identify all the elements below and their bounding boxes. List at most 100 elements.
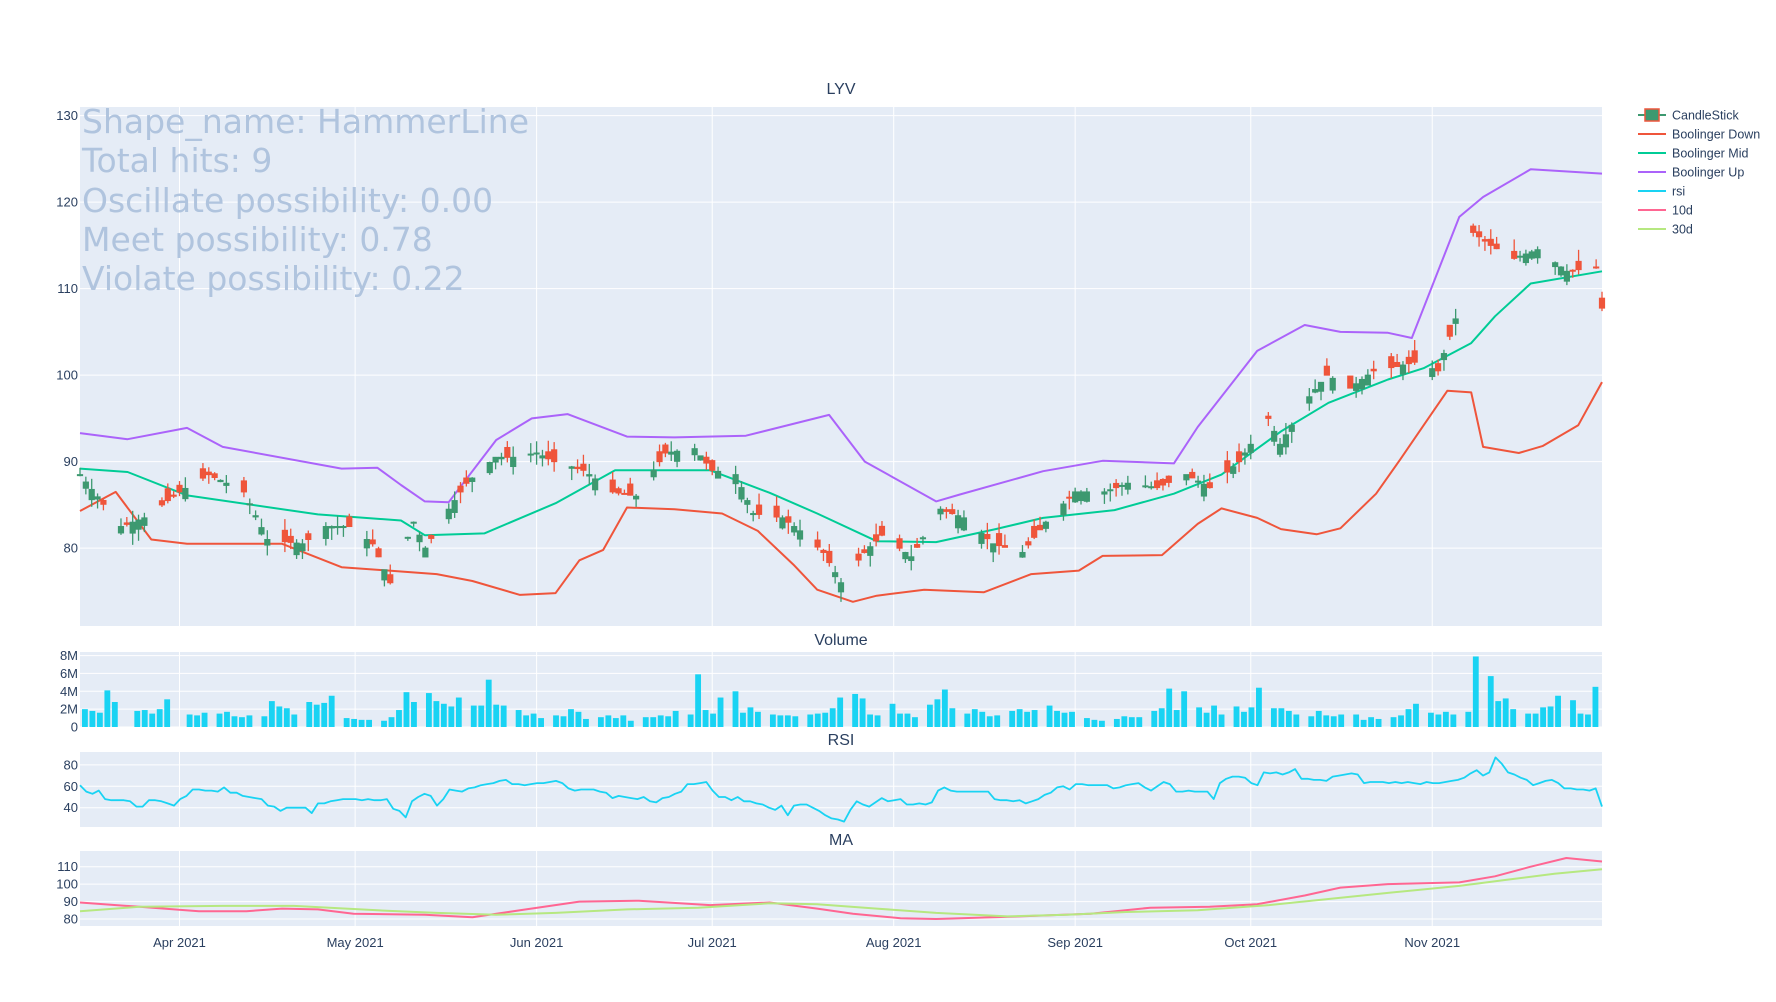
candle-body xyxy=(1493,243,1500,250)
ma-series xyxy=(79,857,1603,920)
candle-body xyxy=(615,488,622,494)
volume-bar xyxy=(859,698,866,727)
volume-bar xyxy=(732,691,739,727)
candle-body xyxy=(1452,318,1459,324)
candle-body xyxy=(914,544,921,548)
volume-bar xyxy=(755,711,761,727)
candle-body xyxy=(375,548,382,558)
candle-body xyxy=(94,496,101,500)
volume-bar xyxy=(530,713,537,727)
volume-bar xyxy=(1091,719,1098,727)
volume-bar xyxy=(1054,710,1060,727)
volume-bar xyxy=(141,710,148,727)
volume-bar xyxy=(1121,716,1128,727)
candle-body xyxy=(1388,356,1395,369)
volume-bar xyxy=(82,709,88,727)
ma-y-tick-label: 80 xyxy=(64,912,78,927)
candle-body xyxy=(1288,424,1295,432)
volume-bar xyxy=(560,716,567,727)
volume-bar xyxy=(448,706,455,727)
volume-bar xyxy=(1203,712,1210,727)
volume-bar xyxy=(1570,700,1576,727)
x-tick-label: May 2021 xyxy=(327,935,384,950)
candle-body xyxy=(486,462,493,474)
legend-item[interactable]: 10d xyxy=(1638,204,1693,218)
legend-item[interactable]: Boolinger Mid xyxy=(1638,147,1748,161)
candle-body xyxy=(878,525,886,536)
legend-item[interactable]: 30d xyxy=(1638,223,1693,237)
candle-body xyxy=(668,451,675,455)
candle-body xyxy=(1370,368,1377,372)
volume-bar xyxy=(149,713,156,727)
candle-body xyxy=(1077,491,1085,502)
volume-bar xyxy=(231,716,238,727)
volume-bar xyxy=(1540,707,1547,727)
candle-body xyxy=(293,542,300,556)
price-y-tick-label: 90 xyxy=(64,454,78,469)
volume-bar xyxy=(1278,708,1285,727)
candle-body xyxy=(551,449,558,463)
candle-body xyxy=(861,549,868,553)
volume-bar xyxy=(388,717,395,727)
volume-bar xyxy=(889,703,896,727)
volume-bar xyxy=(926,704,933,727)
candle-body xyxy=(445,508,452,520)
candle-body xyxy=(182,487,189,500)
volume-bar xyxy=(717,697,724,727)
ma-y-tick-label: 100 xyxy=(56,877,78,892)
candle-body xyxy=(1399,364,1407,375)
volume-bar xyxy=(1360,719,1367,727)
volume-bar xyxy=(201,712,208,727)
candle-body xyxy=(1358,378,1366,390)
volume-bar xyxy=(358,719,365,727)
rsi-y-tick-label: 60 xyxy=(64,779,78,794)
legend-item[interactable]: Boolinger Down xyxy=(1638,128,1760,142)
legend-label: Boolinger Up xyxy=(1672,166,1744,180)
volume-bar xyxy=(291,714,298,727)
volume-y-tick-label: 8M xyxy=(60,648,78,663)
candle-body xyxy=(580,463,587,471)
volume-bar xyxy=(1450,714,1457,727)
candle-body xyxy=(363,539,370,549)
legend-item[interactable]: rsi xyxy=(1638,185,1685,199)
volume-bar xyxy=(156,709,163,727)
volume-bar xyxy=(425,693,432,727)
candle-body xyxy=(574,466,581,470)
volume-bar xyxy=(276,706,283,727)
volume-bar xyxy=(807,714,814,727)
bollinger-down-line xyxy=(79,381,1603,603)
candle-body xyxy=(1148,486,1155,489)
volume-bar xyxy=(111,702,118,727)
chart-legend[interactable]: CandleStick Boolinger Down Boolinger Mid Bo… xyxy=(1638,108,1760,237)
candle-body xyxy=(205,471,212,476)
candle-body xyxy=(1405,356,1412,365)
volume-bar xyxy=(1211,705,1217,727)
volume-bar xyxy=(1442,711,1449,727)
candle-body xyxy=(1563,270,1570,282)
candle-body xyxy=(100,499,107,505)
candle-body xyxy=(305,533,312,541)
volume-bar xyxy=(538,718,544,727)
candle-body xyxy=(117,526,125,534)
legend-item[interactable]: CandleStick xyxy=(1638,108,1739,123)
legend-item[interactable]: Boolinger Up xyxy=(1638,166,1744,180)
candle-body xyxy=(867,546,874,556)
candle-body xyxy=(1475,231,1483,238)
volume-bar xyxy=(283,708,290,727)
candle-body xyxy=(995,533,1003,547)
candle-body xyxy=(908,556,915,562)
volume-bar xyxy=(1435,714,1442,727)
volume-bar xyxy=(994,715,1001,727)
volume-bar xyxy=(897,713,903,727)
volume-bar xyxy=(1585,714,1591,727)
volume-bar xyxy=(1323,715,1330,727)
candle-body xyxy=(1470,225,1477,233)
volume-bar xyxy=(702,710,709,727)
volume-bar xyxy=(1293,714,1300,727)
volume-bar xyxy=(455,697,462,727)
volume-bar xyxy=(814,713,821,727)
volume-bar xyxy=(665,716,672,727)
candle-body xyxy=(469,477,476,482)
volume-bar xyxy=(343,718,350,727)
volume-bar xyxy=(515,710,522,727)
